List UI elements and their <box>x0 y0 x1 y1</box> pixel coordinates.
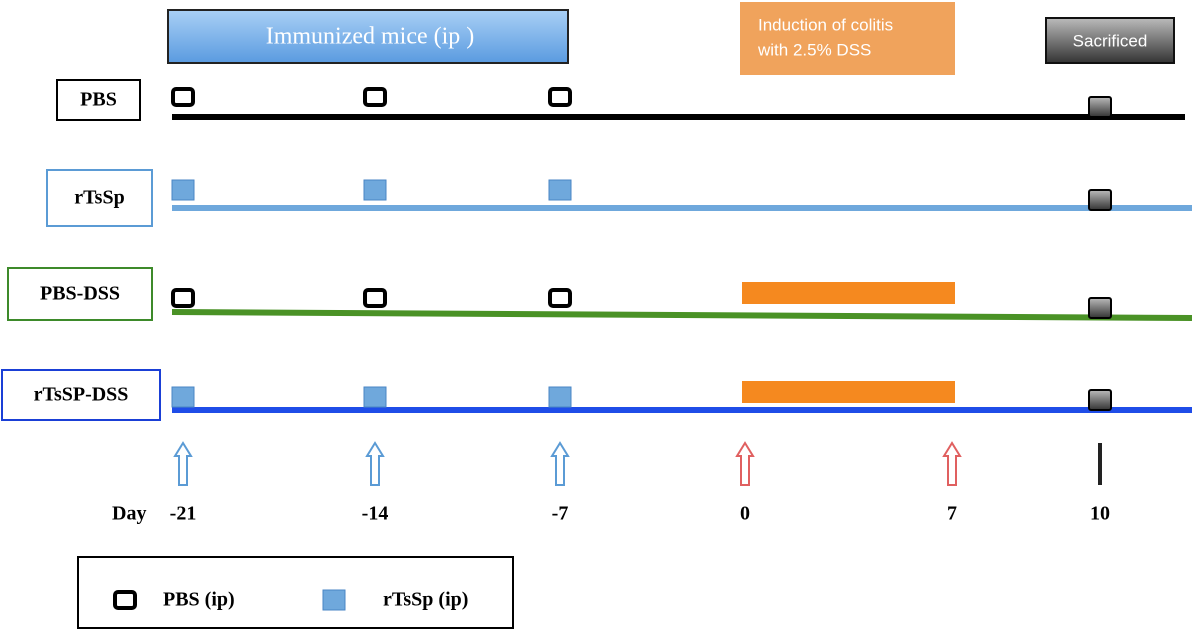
induction-box <box>740 2 955 75</box>
group-label: rTsSp <box>74 187 124 209</box>
legend-label: rTsSp (ip) <box>383 589 468 611</box>
group-box <box>7 267 153 321</box>
sacrifice-marker <box>1088 189 1112 211</box>
rtssp-marker <box>171 179 195 201</box>
pbs-marker <box>171 288 195 308</box>
group-box <box>46 169 153 227</box>
group-label: rTsSP-DSS <box>34 384 129 406</box>
immunized-box <box>167 9 569 64</box>
day-label: -14 <box>362 503 389 525</box>
dss-bar <box>742 282 955 304</box>
timeline <box>171 309 1193 321</box>
arrow <box>942 441 962 486</box>
induction-label: with 2.5% DSS <box>757 40 871 59</box>
group-label: PBS-DSS <box>40 283 120 305</box>
pbs-marker <box>548 288 572 308</box>
pbs-marker <box>363 87 387 107</box>
immunized-label: Immunized mice (ip ) <box>266 24 475 50</box>
sacrificed-box <box>1045 17 1175 64</box>
dss-bar <box>742 381 955 403</box>
rtssp-marker <box>548 386 572 408</box>
rtssp-marker <box>363 386 387 408</box>
rtssp-marker <box>363 179 387 201</box>
group-label: PBS <box>80 89 117 111</box>
pbs-marker <box>363 288 387 308</box>
sacrifice-marker <box>1088 389 1112 411</box>
legend-pbs-marker <box>113 590 137 610</box>
arrow <box>173 441 193 486</box>
day-label: 7 <box>947 503 957 525</box>
rtssp-marker <box>548 179 572 201</box>
induction-label: Induction of colitis <box>758 15 893 34</box>
day-label: 0 <box>740 503 750 525</box>
day-label: -21 <box>170 503 197 525</box>
rtssp-marker <box>171 386 195 408</box>
day-axis-label: Day <box>112 503 146 525</box>
legend-rtssp-marker <box>322 589 346 611</box>
day-label: -7 <box>552 503 569 525</box>
sacrifice-marker <box>1088 297 1112 319</box>
pbs-marker <box>548 87 572 107</box>
group-box <box>56 79 141 121</box>
arrow <box>365 441 385 486</box>
day-label: 10 <box>1090 503 1110 525</box>
sacrifice-marker <box>1088 96 1112 118</box>
group-box <box>1 369 161 421</box>
arrow <box>735 441 755 486</box>
arrow <box>550 441 570 486</box>
pbs-marker <box>171 87 195 107</box>
legend-box <box>77 556 514 629</box>
legend-label: PBS (ip) <box>163 589 235 611</box>
sacrificed-label: Sacrificed <box>1073 31 1148 50</box>
